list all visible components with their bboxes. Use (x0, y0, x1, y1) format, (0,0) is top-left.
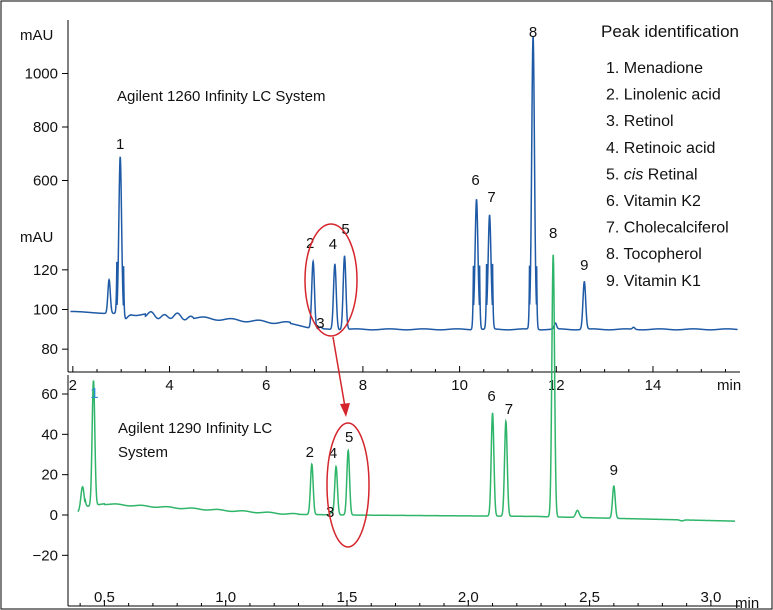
top-peak-label: 3 (316, 315, 324, 332)
top-x-tick-label: 2 (69, 377, 77, 394)
top-upper-y-unit: mAU (20, 27, 53, 44)
highlight-ellipse-top (304, 223, 358, 337)
top-y-tick-label: 1000 (25, 66, 58, 83)
top-y-tick-label: 80 (41, 341, 58, 358)
top-peak-label: 1 (116, 136, 124, 153)
top-x-tick-label: 10 (451, 377, 468, 394)
top-lower-y-unit: mAU (20, 229, 53, 246)
top-y-tick-label: 800 (33, 119, 58, 136)
chromatogram-trace-1290 (77, 254, 736, 522)
bottom-y-tick-label: 60 (41, 386, 58, 403)
legend-title: Peak identification (601, 22, 739, 41)
legend-item: 9. Vitamin K1 (606, 273, 701, 290)
legend-item: 2. Linolenic acid (606, 87, 721, 104)
bottom-peak-label: 9 (610, 462, 618, 479)
bottom-peak-label: 5 (345, 429, 353, 446)
bottom-peak-label: 8 (549, 225, 557, 242)
bottom-y-tick-label: 20 (41, 467, 58, 484)
top-x-tick-label: 6 (262, 377, 270, 394)
bottom-x-tick-label: 0.5 (94, 589, 115, 606)
top-peak-label: 9 (580, 257, 588, 274)
top-peak-label: 5 (341, 221, 349, 238)
top-x-tick-label: 8 (359, 377, 367, 394)
chromatogram-trace-1260 (70, 35, 738, 331)
bottom-system-label-line2: System (118, 444, 168, 461)
top-peak-label: 8 (529, 24, 537, 41)
top-peak-label: 7 (487, 189, 495, 206)
bottom-peak-label: 6 (487, 388, 495, 405)
legend-item: 1. Menadione (606, 60, 703, 77)
bottom-peak-label: 4 (329, 445, 337, 462)
bottom-x-tick-label: 2.5 (579, 589, 600, 606)
top-peak-label: 6 (471, 172, 479, 189)
legend-item: 3. Retinol (606, 113, 674, 130)
bottom-peak-label: 3 (326, 504, 334, 521)
top-system-label: Agilent 1260 Infinity LC System (117, 88, 325, 105)
bottom-y-tick-label: 40 (41, 426, 58, 443)
top-x-tick-label: 14 (645, 377, 662, 394)
legend-item: 7. Cholecalciferol (606, 220, 729, 237)
top-x-axis-label: min (717, 377, 741, 394)
bottom-x-axis-label: min (735, 595, 759, 610)
legend-item: 4. Retinoic acid (606, 140, 715, 157)
chart-1290: min Agilent 1290 Infinity LC System −20 0… (33, 225, 760, 610)
top-y-tick-label: 120 (33, 262, 58, 279)
peak-legend: Peak identification 1. Menadione 2. Linol… (601, 22, 739, 290)
top-y-tick-label: 100 (33, 302, 58, 319)
top-y-tick-label: 600 (33, 173, 58, 190)
bottom-x-tick-label: 2.0 (458, 589, 479, 606)
bottom-x-tick-label: 1.5 (337, 589, 358, 606)
top-peak-label: 4 (329, 236, 337, 253)
legend-item: 8. Tocopherol (606, 246, 702, 263)
bottom-peak-label: 7 (505, 401, 513, 418)
highlight-ellipse-bottom (326, 422, 370, 548)
legend-item: 5. cis Retinal (606, 166, 698, 183)
bottom-x-tick-label: 1.0 (215, 589, 236, 606)
top-x-tick-label: 4 (165, 377, 173, 394)
bottom-peak-label: 1 (90, 385, 98, 402)
bottom-y-tick-label: 0 (50, 507, 58, 524)
bottom-x-tick-label: 3.0 (700, 589, 721, 606)
chart-1260: mAU mAU min Agilent 1260 Infinity LC Sys… (20, 20, 741, 394)
top-peak-label: 2 (306, 235, 314, 252)
connector-arrowhead (340, 403, 350, 417)
bottom-system-label-line1: Agilent 1290 Infinity LC (118, 420, 272, 437)
legend-item: 6. Vitamin K2 (606, 193, 701, 210)
bottom-peak-label: 2 (306, 444, 314, 461)
connector-arrow (332, 336, 346, 408)
bottom-y-tick-label: −20 (33, 547, 58, 564)
top-x-tick-label: 12 (548, 377, 565, 394)
